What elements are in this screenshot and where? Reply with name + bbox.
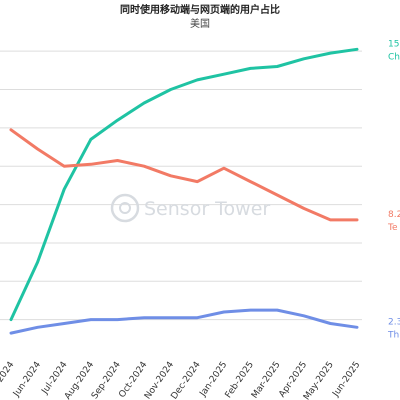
x-axis: May-2024Jun-2024Jul-2024Aug-2024Sep-2024…	[0, 360, 362, 400]
watermark-logo-icon	[110, 193, 140, 223]
chart-title: 同时使用移动端与网页端的用户占比	[120, 5, 280, 16]
watermark-text: Sensor Tower	[144, 198, 270, 220]
watermark: Sensor Tower	[110, 193, 270, 223]
end-series-label: Te	[387, 223, 398, 233]
end-series-label: Th	[387, 330, 399, 340]
series-line-th	[9, 308, 359, 335]
series-line-ch	[9, 47, 359, 322]
end-labels: 15. Ch 8.2 Te 2.3 Th	[387, 39, 400, 340]
end-series-label: Ch	[388, 52, 400, 62]
watermark-logo-inner-icon	[119, 202, 131, 214]
chart-subtitle: 美国	[190, 19, 210, 30]
end-value-label: 15.	[388, 39, 400, 49]
series-line-te	[9, 128, 359, 222]
series-layer	[9, 47, 359, 335]
end-value-label: 2.3	[388, 317, 400, 327]
end-value-label: 8.2	[388, 210, 400, 220]
grid-lines	[0, 50, 362, 321]
